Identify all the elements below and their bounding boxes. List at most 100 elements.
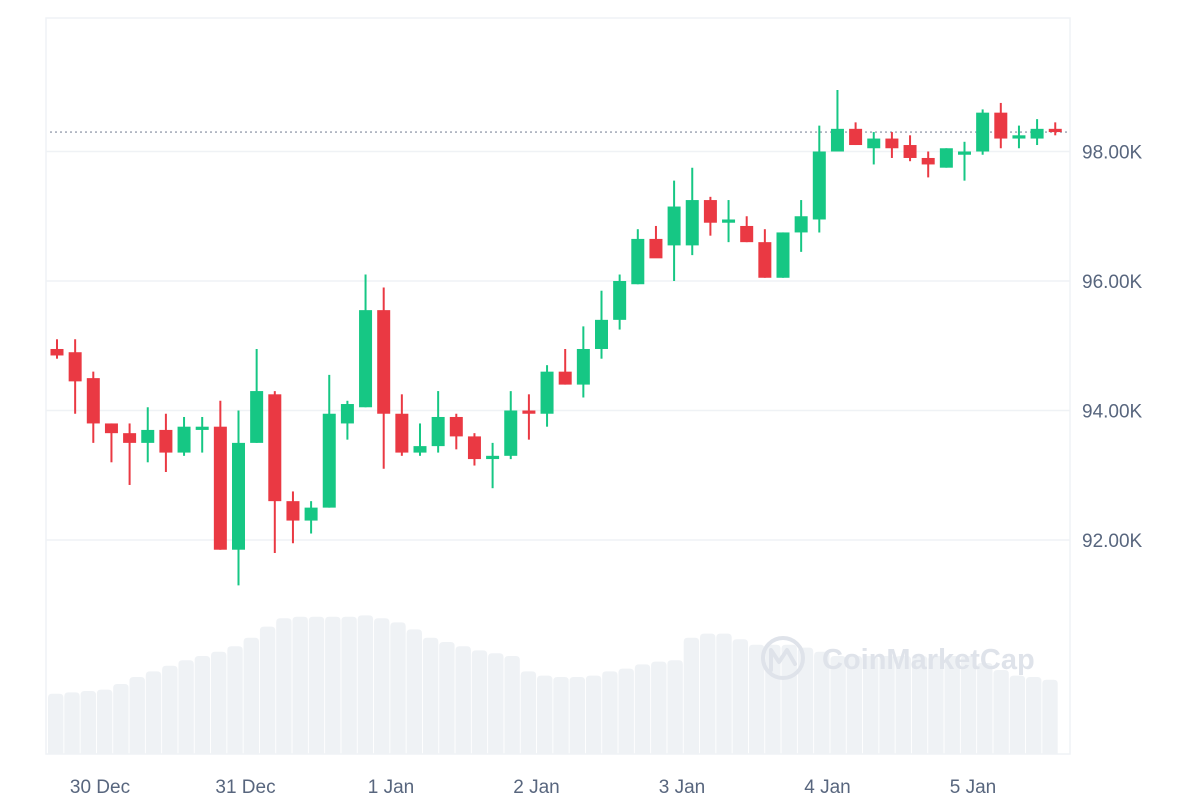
- volume-bar: [390, 622, 406, 754]
- candle-down: [286, 491, 300, 544]
- candle-body: [667, 206, 681, 246]
- candle-down: [68, 339, 82, 414]
- candle-body: [685, 200, 699, 246]
- candle-body: [903, 145, 917, 158]
- candle-body: [1012, 135, 1026, 139]
- candle-body: [921, 157, 935, 165]
- candle-up: [830, 89, 844, 152]
- volume-bar: [700, 633, 716, 754]
- volume-bar: [243, 637, 259, 754]
- volume-bar: [1026, 677, 1042, 754]
- volume-bar: [830, 656, 846, 754]
- candle-body: [740, 225, 754, 243]
- candle-body: [86, 378, 100, 424]
- candle-body: [304, 507, 318, 521]
- candle-body: [50, 348, 64, 356]
- candle-up: [958, 141, 971, 181]
- volume-bar: [863, 656, 879, 754]
- x-tick-label: 4 Jan: [804, 777, 850, 798]
- volume-bar: [618, 668, 634, 754]
- x-tick-label: 30 Dec: [70, 777, 130, 798]
- volume-bar: [357, 615, 374, 754]
- volume-bar: [585, 675, 602, 754]
- candle-body: [885, 138, 899, 149]
- volume-bar: [504, 656, 520, 754]
- volume-bar: [781, 644, 797, 754]
- volume-bar: [569, 677, 585, 754]
- candle-up: [576, 326, 590, 398]
- volume-bar: [422, 637, 439, 754]
- candle-body: [540, 371, 554, 414]
- candle-up: [939, 148, 953, 168]
- candle-up: [232, 410, 245, 586]
- volume-bar: [911, 656, 928, 754]
- watermark-text: CoinMarketCap: [822, 644, 1035, 676]
- candle-body: [286, 501, 300, 521]
- candle-down: [268, 391, 282, 553]
- candle-up: [776, 232, 790, 278]
- volume-bar: [129, 677, 145, 754]
- candle-up: [867, 132, 881, 165]
- volume-bar: [439, 642, 455, 754]
- candle-body: [939, 148, 953, 168]
- candle-body: [68, 352, 82, 382]
- volume-bar: [960, 656, 977, 754]
- candle-body: [359, 310, 373, 408]
- candle-down: [849, 122, 863, 146]
- candle-body: [867, 138, 881, 149]
- candle-up: [304, 501, 318, 534]
- candle-down: [159, 413, 173, 473]
- y-tick-label: 92.00K: [1082, 531, 1143, 552]
- candle-up: [794, 200, 808, 252]
- candle-body: [322, 413, 336, 508]
- candle-up: [340, 400, 354, 440]
- volume-bar: [716, 633, 732, 754]
- volume-bars: [48, 615, 1058, 754]
- volume-bar: [341, 616, 357, 754]
- candle-body: [994, 112, 1008, 139]
- candle-down: [885, 132, 899, 158]
- candle-body: [776, 232, 790, 278]
- grid-lines: [46, 150, 1070, 541]
- candle-body: [377, 310, 391, 414]
- candle-up: [486, 442, 500, 489]
- volume-bar: [553, 677, 569, 754]
- candle-down: [740, 216, 754, 243]
- volume-bar: [895, 656, 911, 754]
- candle-down: [86, 371, 100, 443]
- candle-body: [976, 112, 990, 152]
- volume-bar: [1042, 679, 1058, 754]
- volume-bar: [748, 644, 765, 754]
- candle-body: [104, 423, 118, 434]
- plot-frame: [45, 17, 1071, 755]
- candle-up: [413, 423, 427, 456]
- candle-body: [522, 410, 536, 414]
- candle-body: [159, 429, 173, 453]
- candle-down: [921, 151, 935, 178]
- candle-body: [703, 200, 717, 223]
- volume-bar: [145, 671, 162, 754]
- candle-body: [794, 216, 808, 233]
- x-tick-label: 1 Jan: [368, 777, 414, 798]
- volume-bar: [178, 660, 194, 754]
- coinmarketcap-logo-icon: [761, 636, 805, 680]
- candle-down: [703, 196, 717, 236]
- candle-body: [213, 426, 227, 550]
- volume-bar: [325, 616, 341, 754]
- y-tick-label: 96.00K: [1082, 272, 1143, 293]
- candle-body: [250, 391, 264, 443]
- candle-up: [667, 180, 681, 281]
- volume-bar: [276, 618, 292, 754]
- candle-body: [232, 442, 245, 550]
- candle-body: [812, 151, 826, 220]
- volume-bar: [64, 692, 80, 754]
- candle-body: [486, 455, 500, 460]
- volume-bar: [194, 656, 211, 754]
- volume-bar: [928, 656, 944, 754]
- candle-up: [250, 348, 264, 443]
- candle-down: [649, 225, 663, 259]
- candle-up: [177, 416, 191, 456]
- candle-up: [595, 290, 608, 359]
- candle-body: [722, 219, 736, 223]
- candle-body: [123, 433, 137, 443]
